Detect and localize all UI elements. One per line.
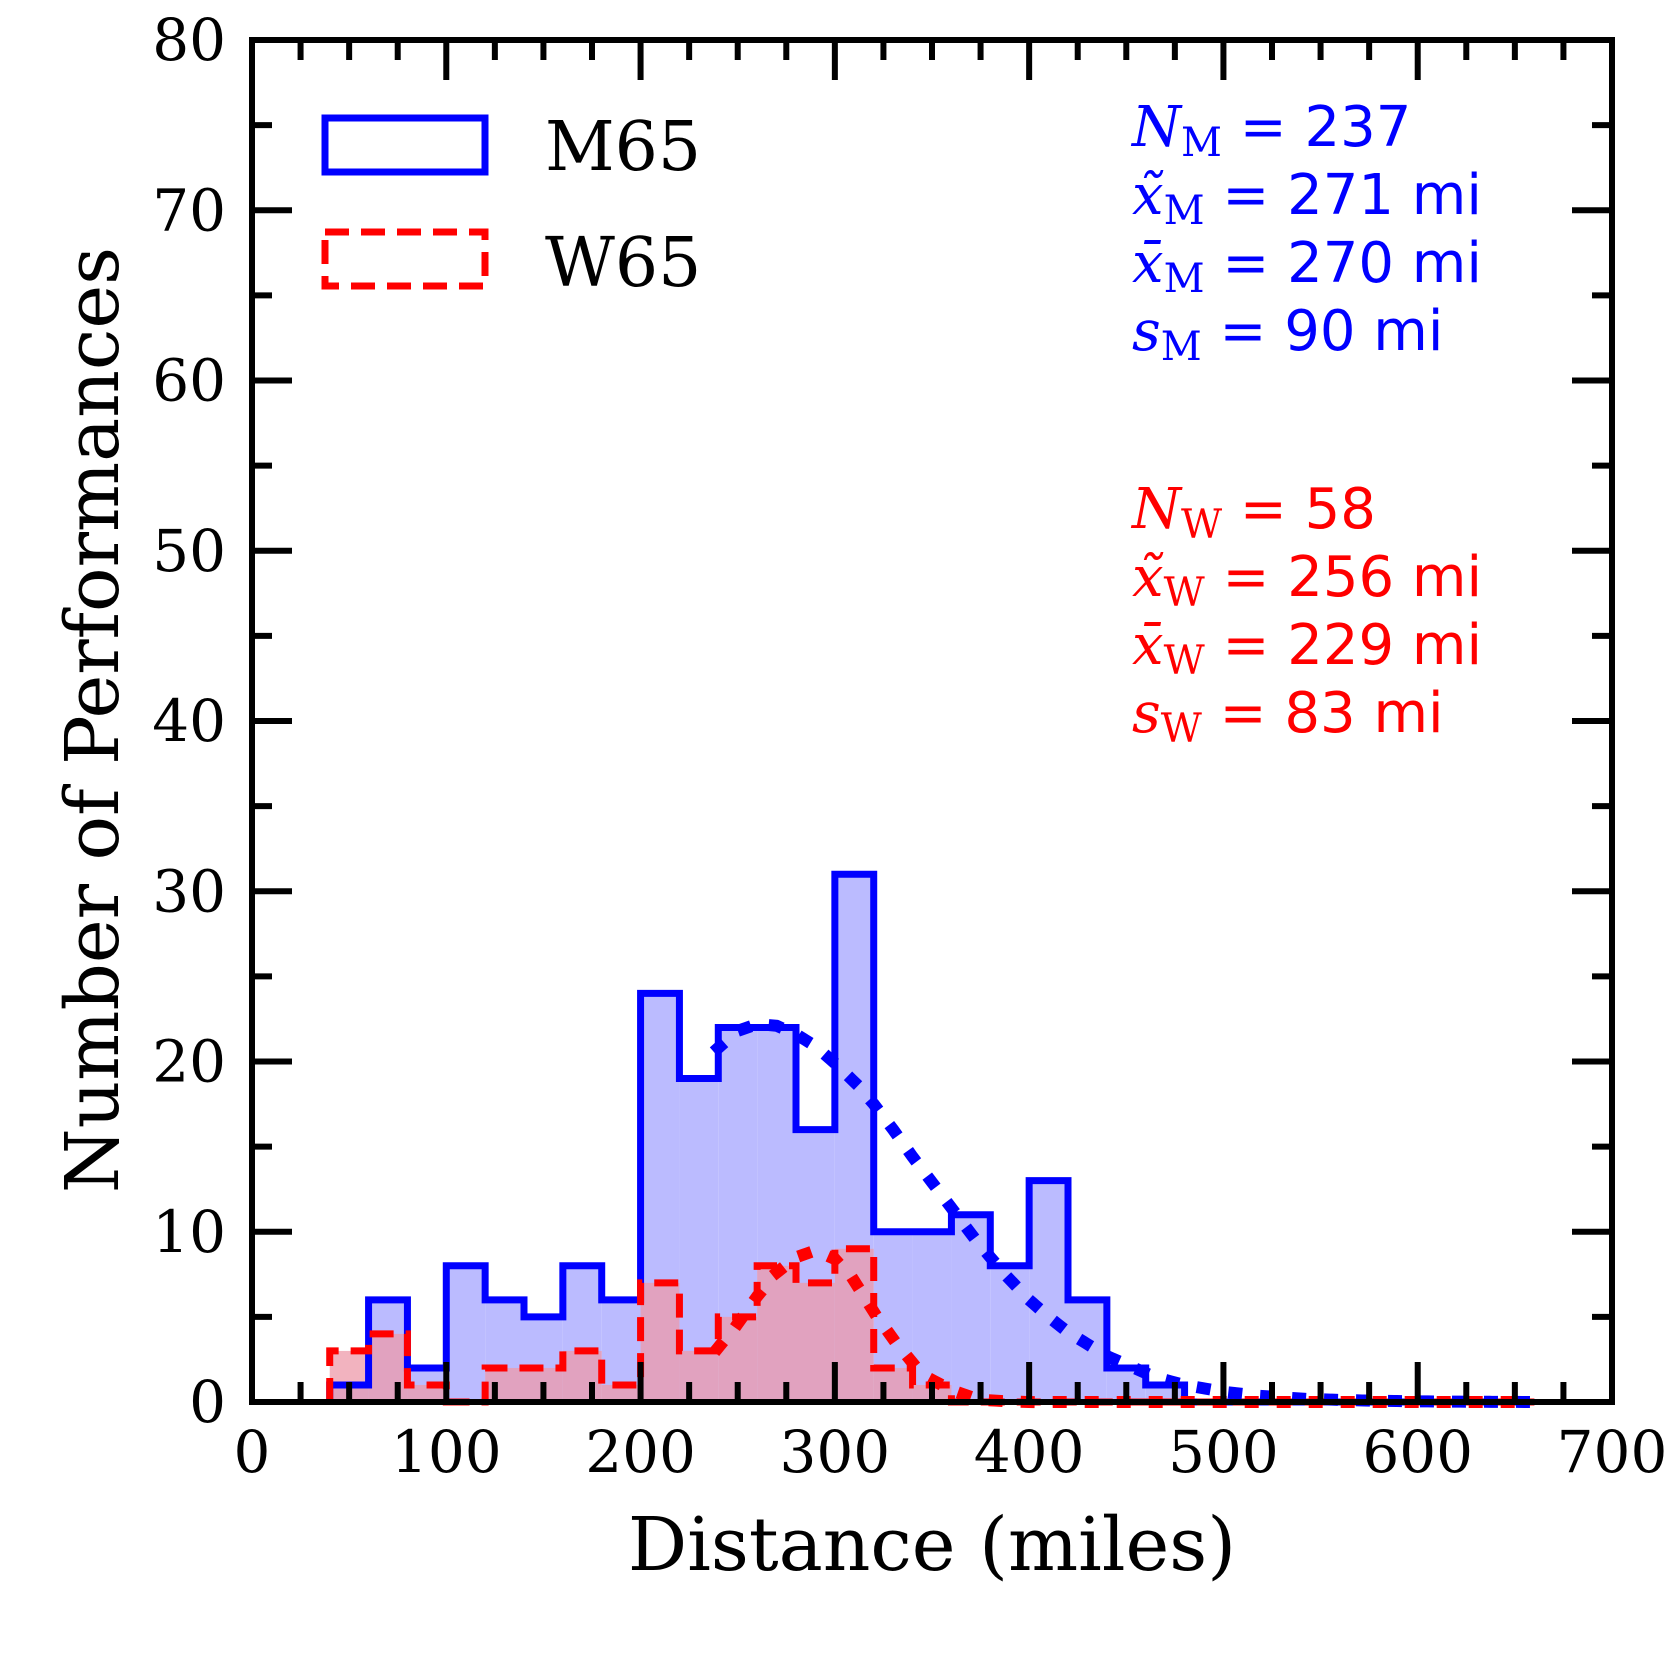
step-outline-w65 — [326, 1245, 1535, 1406]
plot-frame — [249, 37, 1615, 1405]
y-tick-label: 50 — [152, 517, 226, 585]
stat-w-3: sW = 83 mi — [1132, 681, 1444, 752]
y-tick-label: 0 — [189, 1368, 226, 1436]
y-tick-label: 60 — [152, 347, 226, 415]
stat-w-0: NW = 58 — [1130, 477, 1376, 548]
bar-w65-80 — [407, 1384, 447, 1402]
y-tick-label: 70 — [152, 176, 226, 244]
histogram-fills — [329, 874, 1185, 1402]
bar-m65-380 — [990, 1265, 1030, 1402]
y-tick-label: 40 — [152, 687, 226, 755]
x-tick-label: 200 — [585, 1418, 696, 1486]
y-tick-label: 30 — [152, 857, 226, 925]
y-tick-label: 20 — [152, 1028, 226, 1096]
stat-m-2: x̄M = 270 mi — [1132, 231, 1482, 302]
stat-m-0: NM = 237 — [1130, 95, 1411, 166]
bar-w65-260 — [757, 1265, 796, 1402]
tick-labels: 0 100 200 300 400 500 600 700 0 10 20 30 40 50 60 70 80 — [152, 6, 1667, 1486]
y-tick-label: 10 — [152, 1198, 226, 1266]
bar-m65-360 — [951, 1214, 991, 1402]
legend-label-w65: W65 — [545, 224, 701, 303]
bar-w65-120 — [485, 1367, 524, 1402]
stat-w-1: x̃W = 256 mi — [1132, 545, 1482, 616]
bar-w65-300 — [834, 1248, 874, 1402]
stat-m-1: x̃M = 271 mi — [1132, 163, 1482, 234]
bar-m65-400 — [1029, 1180, 1068, 1402]
x-tick-label: 100 — [391, 1418, 502, 1486]
bar-w65-280 — [796, 1282, 835, 1402]
fit-curve-m65 — [709, 1017, 1541, 1409]
legend: M65 W65 — [321, 108, 701, 303]
x-tick-label: 400 — [974, 1418, 1085, 1486]
x-axis-label: Distance (miles) — [628, 1502, 1236, 1588]
y-tick-label: 80 — [152, 6, 226, 74]
bar-w65-220 — [679, 1350, 719, 1402]
stat-m-3: sM = 90 mi — [1132, 299, 1443, 370]
bar-w65-200 — [640, 1282, 680, 1402]
x-tick-label: 300 — [779, 1418, 890, 1486]
x-tick-label: 600 — [1362, 1418, 1473, 1486]
x-tick-label: 700 — [1557, 1418, 1668, 1486]
bar-w65-180 — [601, 1384, 641, 1402]
bar-w65-60 — [368, 1333, 408, 1402]
y-axis-label: Number of Performances — [50, 247, 136, 1193]
legend-swatch-m65 — [321, 114, 489, 176]
bar-w65-320 — [873, 1367, 913, 1402]
legend-swatch-w65 — [321, 228, 489, 290]
bar-w65-160 — [562, 1350, 602, 1402]
fit-curves — [709, 1017, 1541, 1409]
x-tick-label: 0 — [234, 1418, 271, 1486]
legend-label-m65: M65 — [545, 108, 701, 187]
x-tick-label: 500 — [1168, 1418, 1279, 1486]
bar-m65-100 — [446, 1265, 486, 1402]
stat-w-2: x̄W = 229 mi — [1132, 613, 1482, 684]
